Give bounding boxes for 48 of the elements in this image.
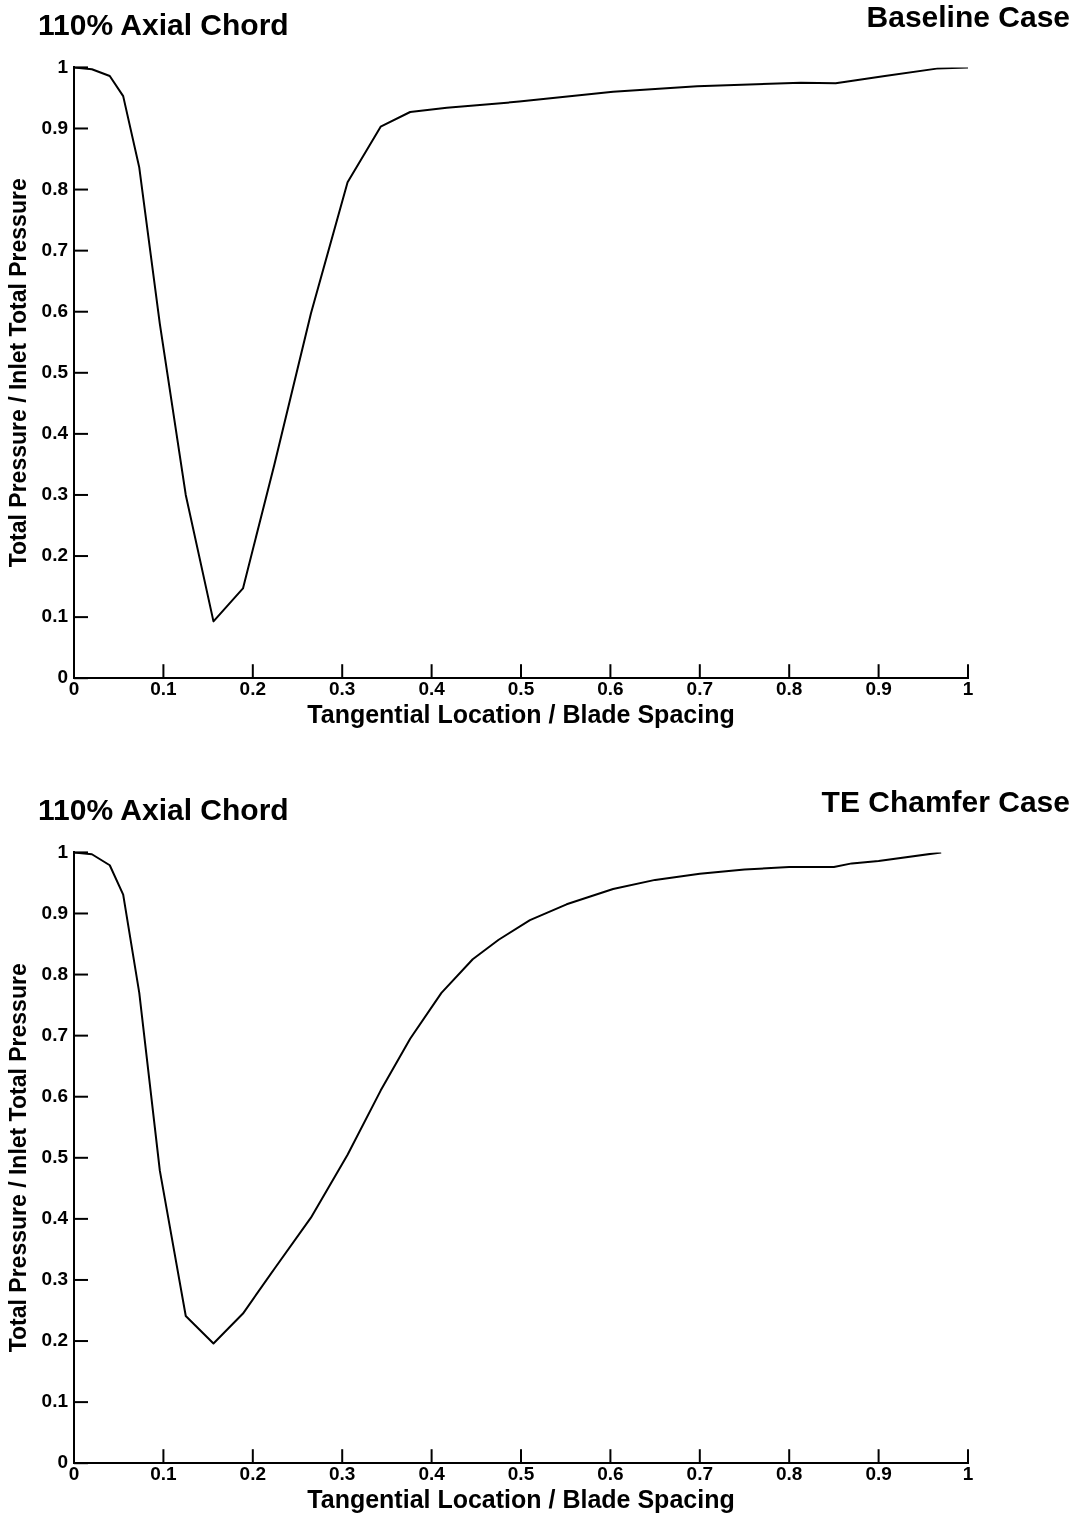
- x-tick-label: 0.1: [150, 1462, 178, 1484]
- x-tick-label: 0.5: [507, 677, 535, 699]
- x-tick-label: 0.2: [239, 677, 267, 699]
- y-tick-label: 0.4: [41, 422, 69, 444]
- x-tick-label: 0.9: [865, 1462, 892, 1484]
- x-tick-label: 0.6: [597, 677, 624, 699]
- chart-subtitle: Baseline Case: [866, 0, 1070, 34]
- y-tick-label: 0.1: [41, 1390, 69, 1412]
- y-tick-label: 0.4: [41, 1207, 69, 1229]
- y-tick-label: 1: [57, 55, 69, 77]
- chart-subtitle: TE Chamfer Case: [821, 785, 1070, 819]
- x-tick-label: 0.4: [418, 677, 446, 699]
- x-tick-label: 0.1: [150, 677, 178, 699]
- x-tick-label: 0.8: [775, 1462, 803, 1484]
- x-tick-label: 0.2: [239, 1462, 267, 1484]
- y-tick-label: 0.6: [41, 1084, 69, 1106]
- x-tick-label: 0.3: [329, 677, 356, 699]
- x-tick-label: 0.4: [418, 1462, 446, 1484]
- y-tick-label: 0.3: [41, 1268, 69, 1290]
- y-tick-label: 0.8: [41, 962, 69, 984]
- y-tick-label: 0.7: [41, 1023, 69, 1045]
- y-tick-label: 0.6: [41, 299, 69, 321]
- x-tick-label: 0.7: [686, 677, 714, 699]
- y-tick-label: 0.2: [41, 544, 69, 566]
- x-tick-label: 0.9: [865, 677, 892, 699]
- x-tick-label: 1: [962, 677, 974, 699]
- y-tick-label: 0.2: [41, 1329, 69, 1351]
- y-axis-title: Total Pressure / Inlet Total Pressure: [5, 178, 32, 568]
- x-tick-label: 0.6: [597, 1462, 624, 1484]
- y-axis-title: Total Pressure / Inlet Total Pressure: [5, 963, 32, 1353]
- y-tick-label: 0.5: [41, 361, 69, 383]
- y-tick-label: 0.5: [41, 1146, 69, 1168]
- x-axis-title: Tangential Location / Blade Spacing: [307, 699, 735, 728]
- y-tick-label: 0.8: [41, 177, 69, 199]
- x-tick-label: 0.8: [775, 677, 803, 699]
- y-tick-label: 1: [57, 840, 69, 862]
- y-tick-label: 0.3: [41, 483, 69, 505]
- x-tick-label: 0.3: [329, 1462, 356, 1484]
- y-tick-label: 0.9: [41, 116, 69, 138]
- y-tick-label: 0.7: [41, 238, 69, 260]
- y-tick-label: 0.9: [41, 901, 69, 923]
- y-tick-label: 0.1: [41, 605, 69, 627]
- chart-title: 110% Axial Chord: [38, 793, 289, 827]
- chart-title: 110% Axial Chord: [38, 8, 289, 42]
- x-tick-label: 0.7: [686, 1462, 714, 1484]
- x-tick-label: 0.5: [507, 1462, 535, 1484]
- x-tick-label: 1: [962, 1462, 974, 1484]
- x-axis-title: Tangential Location / Blade Spacing: [307, 1484, 735, 1513]
